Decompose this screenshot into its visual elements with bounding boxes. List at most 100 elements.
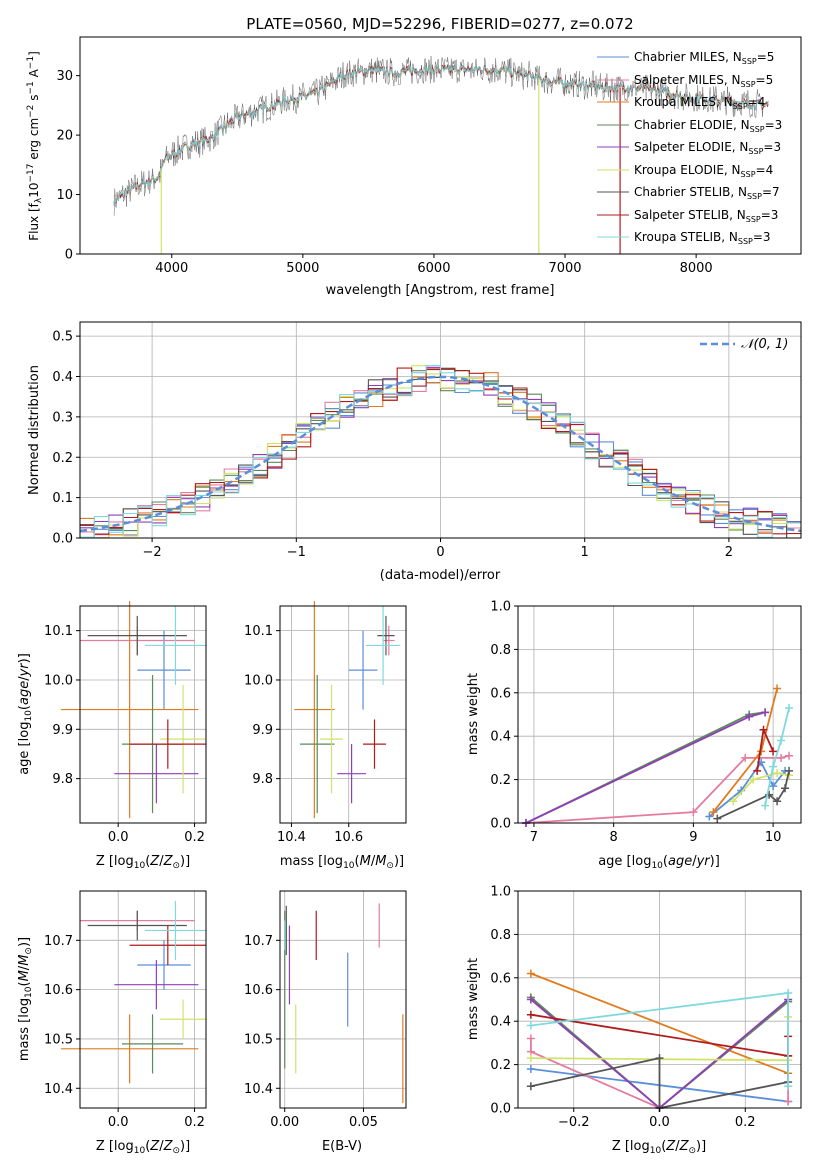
hist-step-kroupa-stelib [80,364,801,538]
x-tick-label: 2 [725,545,733,560]
weight-marker [785,766,794,775]
weight-marker [526,1010,535,1019]
spectrum-legend: Chabrier MILES, NSSP=5 Salpeter MILES, N… [597,50,782,246]
weight-marker [745,712,754,721]
x-tick-label: −0.2 [558,1115,590,1130]
weight-marker [777,736,786,745]
x-tick-label: 0.00 [270,1115,299,1130]
legend-item-kroupa-elodie: Kroupa ELODIE, NSSP=4 [597,163,773,179]
errorbar-point-chabrier-stelib [377,615,395,656]
weight-z-ticks: −0.2 0.0 0.2 0.0 0.2 0.4 0.6 0.8 1.0 [490,885,755,1131]
mass-z-points [60,900,206,1084]
mass-ebv-grid [280,891,406,1108]
weight-marker [526,969,535,978]
weight-marker [749,775,758,784]
weight-marker [689,808,698,817]
mass-ebv-axes-frame [279,890,407,1109]
panel-age-vs-z: 0.0 0.2 9.8 9.9 10.0 10.1 Z [log10(Z/Z⊙)] age… [17,601,207,871]
hist-ylabel: Normed distribution [27,365,42,495]
age-mass-axes-frame [279,605,407,824]
svg-text:Salpeter ELODIE, NSSP=3: Salpeter ELODIE, NSSP=3 [634,140,781,156]
weight-line-chabrier-stelib [530,1055,789,1110]
weight-marker [705,812,714,821]
weight-age-ylabel: mass weight [466,673,481,755]
weight-marker [526,995,535,1004]
weight-marker [773,797,782,806]
age-mass-xlabel: mass [log10(M/M⊙)] [280,854,404,871]
weight-age-axes-frame [517,605,802,824]
legend-item-salpeter-elodie: Salpeter ELODIE, NSSP=3 [597,140,781,156]
legend-item-salpeter-stelib: Salpeter STELIB, NSSP=3 [597,208,778,224]
errorbar-point-chabrier-stelib [87,910,187,941]
y-tick-label: 0.4 [52,370,73,385]
errorbar-point-kroupa-stelib [365,606,401,685]
age-z-xlabel: Z [log10(Z/Z⊙)] [96,854,190,871]
svg-text:Kroupa STELIB, NSSP=3: Kroupa STELIB, NSSP=3 [634,230,771,246]
errorbar-point-chabrier-miles [348,630,378,710]
x-tick-label: 0.0 [108,830,129,845]
mass-z-ticks: 0.0 0.2 10.4 10.5 10.6 10.7 [44,934,205,1130]
y-tick-label: 10.5 [44,1032,73,1047]
x-tick-label: 5000 [286,261,319,276]
weight-marker [655,1054,664,1063]
y-tick-label: 10.4 [244,1082,273,1097]
hist-xlabel: (data-model)/error [380,568,501,583]
errorbar-point-salpeter-miles [383,625,395,656]
legend-normal-label: 𝒩(0, 1) [741,337,788,352]
x-tick-label: 7 [530,830,538,845]
mass-z-grid [80,891,206,1108]
errorbar-point-kroupa-stelib [144,900,206,961]
y-tick-label: 9.9 [52,723,73,738]
x-tick-label: 0.2 [735,1115,756,1130]
errorbar-point-salpeter-stelib [129,925,206,965]
errorbar-point-salpeter-elodie [337,744,366,804]
weight-marker [759,725,768,734]
y-tick-label: 0.5 [52,330,73,345]
weight-marker [526,1064,535,1073]
y-tick-label: 10 [56,188,73,203]
weight-marker [777,753,786,762]
x-tick-label: 4000 [155,261,188,276]
weight-line-kroupa-stelib [764,707,790,806]
x-tick-label: 0.0 [108,1115,129,1130]
weight-marker [785,703,794,712]
svg-text:Chabrier ELODIE, NSSP=3: Chabrier ELODIE, NSSP=3 [634,118,782,134]
errorbar-point-salpeter-stelib [129,719,206,769]
y-tick-label: 9.9 [252,723,273,738]
y-tick-label: 10.6 [244,983,273,998]
hist-bars [79,364,802,539]
panel-residual-histogram: −2 −1 0 1 2 0.0 0.1 0.2 0.3 0.4 0.5 (data-model)/e… [27,321,802,583]
x-tick-label: 0.2 [184,830,205,845]
panel-mass-vs-z: 0.0 0.2 10.4 10.5 10.6 10.7 Z [log10(Z/Z⊙)] m… [17,890,207,1156]
normal-curve [79,375,802,533]
age-z-axes-frame [79,605,207,824]
weight-marker [526,1082,535,1091]
x-tick-label: 1 [581,545,589,560]
weight-marker [773,769,782,778]
age-mass-ticks: 10.4 10.6 9.8 9.9 10.0 10.1 [244,624,363,845]
weight-age-xlabel: age [log10(age/yr)] [598,854,720,871]
panel-age-vs-mass: 10.4 10.6 9.8 9.9 10.0 10.1 mass [log10(M/M⊙)… [244,601,407,871]
weight-marker [769,747,778,756]
mass-ebv-points [284,903,404,1104]
x-tick-label: 9 [689,830,697,845]
age-z-ylabel: age [log10(age/yr)] [17,653,34,775]
weight-z-xlabel: Z [log10(Z/Z⊙)] [612,1139,706,1156]
panel-weight-vs-age: 7 8 9 10 0.0 0.2 0.4 0.6 0.8 1.0 age [log10(age/y… [466,600,802,871]
panel-spectrum: 4000 5000 6000 7000 8000 0 10 20 30 wavelength [… [26,36,802,298]
spectrum-xlabel: wavelength [Angstrom, rest frame] [326,283,555,298]
svg-text:Kroupa MILES, NSSP=4: Kroupa MILES, NSSP=4 [634,95,765,111]
legend-item-kroupa-stelib: Kroupa STELIB, NSSP=3 [597,230,771,246]
errorbar-point-chabrier-miles [137,940,191,990]
errorbar-point-salpeter-elodie [114,744,199,804]
y-tick-label: 9.8 [52,772,73,787]
y-tick-label: 10.6 [44,983,73,998]
mass-z-ylabel: mass [log10(M/M⊙)] [17,937,34,1061]
weight-marker [526,1054,535,1063]
y-tick-label: 30 [56,69,73,84]
weight-z-ylabel: mass weight [466,958,481,1040]
errorbar-point-salpeter-stelib [363,719,386,769]
weight-marker [753,766,762,775]
weight-marker [769,762,778,771]
y-tick-label: 10.1 [244,624,273,639]
